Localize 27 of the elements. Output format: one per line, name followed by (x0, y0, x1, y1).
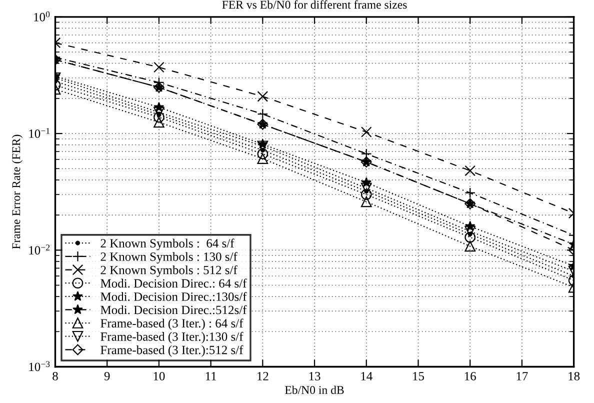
y-tick-label: 10$^{−1}$ (29, 128, 50, 138)
legend-label: Frame-based (3 Iter.):512 s/f (100, 345, 244, 357)
x-tick-label: 8 (52, 372, 58, 380)
y-tick-label: 10$^{−3}$ (29, 361, 50, 372)
legend-label: 2 Known Symbols : 512 s/f (100, 265, 238, 277)
x-tick-label: 9 (104, 372, 110, 380)
chart-title: FER vs Eb/N0 for different frame sizes (222, 0, 407, 9)
x-tick-label: 15 (413, 372, 424, 380)
x-tick-label: 13 (309, 372, 320, 380)
legend-label: Frame-based (3 Iter.) : 64 s/f (100, 318, 244, 330)
x-axis-title: Eb/N0 in dB (285, 386, 344, 394)
x-tick-label: 14 (361, 372, 372, 380)
legend-label: 2 Known Symbols : 130 s/f (100, 252, 238, 264)
legend-label: 2 Known Symbols : 64 s/f (100, 238, 234, 250)
x-tick-label: 18 (568, 372, 580, 380)
x-tick-label: 11 (206, 372, 216, 380)
y-tick-label: 10$^{0}$ (34, 11, 50, 22)
legend-label: Modi. Decision Direc.: 64 s/f (100, 278, 247, 288)
legend-label: Modi. Decision Direc.:130s/f (100, 292, 247, 301)
y-axis-title: Frame Error Rate (FER) (12, 134, 23, 250)
y-tick-label: 10$^{−2}$ (29, 244, 50, 255)
x-tick-label: 12 (258, 372, 268, 380)
x-tick-label: 16 (464, 372, 476, 380)
x-tick-label: 10 (154, 372, 165, 380)
x-tick-label: 17 (516, 372, 528, 380)
legend-label: Frame-based (3 Iter.):130 s/f (100, 332, 244, 344)
legend-label: Modi. Decision Direc.:512s/f (100, 305, 247, 314)
